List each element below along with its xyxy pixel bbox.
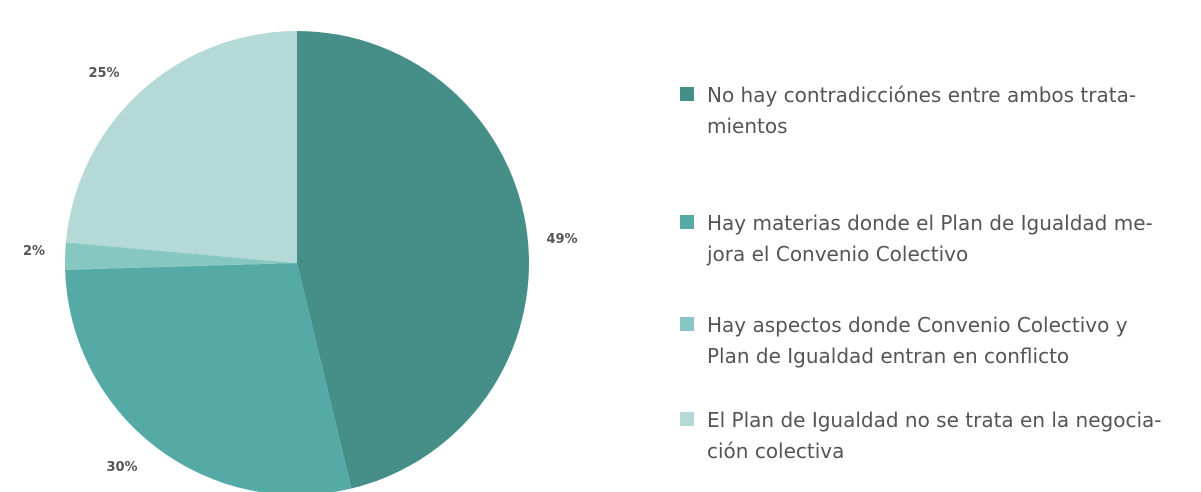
legend-label: No hay contradicciónes entre ambos trata… — [707, 80, 1182, 142]
legend-swatch — [680, 215, 694, 229]
legend-label-line: ción colectiva — [707, 439, 845, 463]
legend-label: Hay materias donde el Plan de Igualdad m… — [707, 208, 1182, 270]
legend-swatch — [680, 412, 694, 426]
pie-slice — [65, 263, 352, 492]
pie-slices — [64, 31, 529, 492]
legend-item-conflicto: Hay aspectos donde Convenio Colectivo y … — [680, 310, 1182, 372]
legend-item-no-contradicciones: No hay contradicciónes entre ambos trata… — [680, 80, 1182, 142]
legend-swatch — [680, 87, 694, 101]
pie-slice — [64, 242, 297, 270]
pie-slice — [297, 31, 529, 489]
legend-label-line: Hay materias donde el Plan de Igualdad m… — [707, 211, 1153, 235]
legend-item-no-se-trata: El Plan de Igualdad no se trata en la ne… — [680, 405, 1182, 467]
legend-item-plan-mejora: Hay materias donde el Plan de Igualdad m… — [680, 208, 1182, 270]
pie-slice — [65, 31, 297, 263]
pie-value-label: 49% — [546, 232, 577, 247]
legend-label: Hay aspectos donde Convenio Colectivo y … — [707, 310, 1182, 372]
pie-value-label: 30% — [106, 460, 137, 475]
legend-swatch — [680, 317, 694, 331]
pie-value-labels: 49% 30% 2% 25% — [23, 66, 578, 475]
pie-chart: 49% 30% 2% 25% — [23, 31, 578, 492]
legend-label: El Plan de Igualdad no se trata en la ne… — [707, 405, 1182, 467]
legend-label-line: jora el Convenio Colectivo — [707, 242, 969, 266]
pie-value-label: 25% — [88, 66, 119, 81]
pie-value-label: 2% — [23, 244, 45, 259]
legend-label-line: Hay aspectos donde Convenio Colectivo y — [707, 313, 1128, 337]
legend-label-line: No hay contradicciónes entre ambos trata… — [707, 83, 1137, 107]
legend-label-line: mientos — [707, 114, 788, 138]
legend-label-line: Plan de Igualdad entran en conflicto — [707, 344, 1070, 368]
legend-label-line: El Plan de Igualdad no se trata en la ne… — [707, 408, 1162, 432]
